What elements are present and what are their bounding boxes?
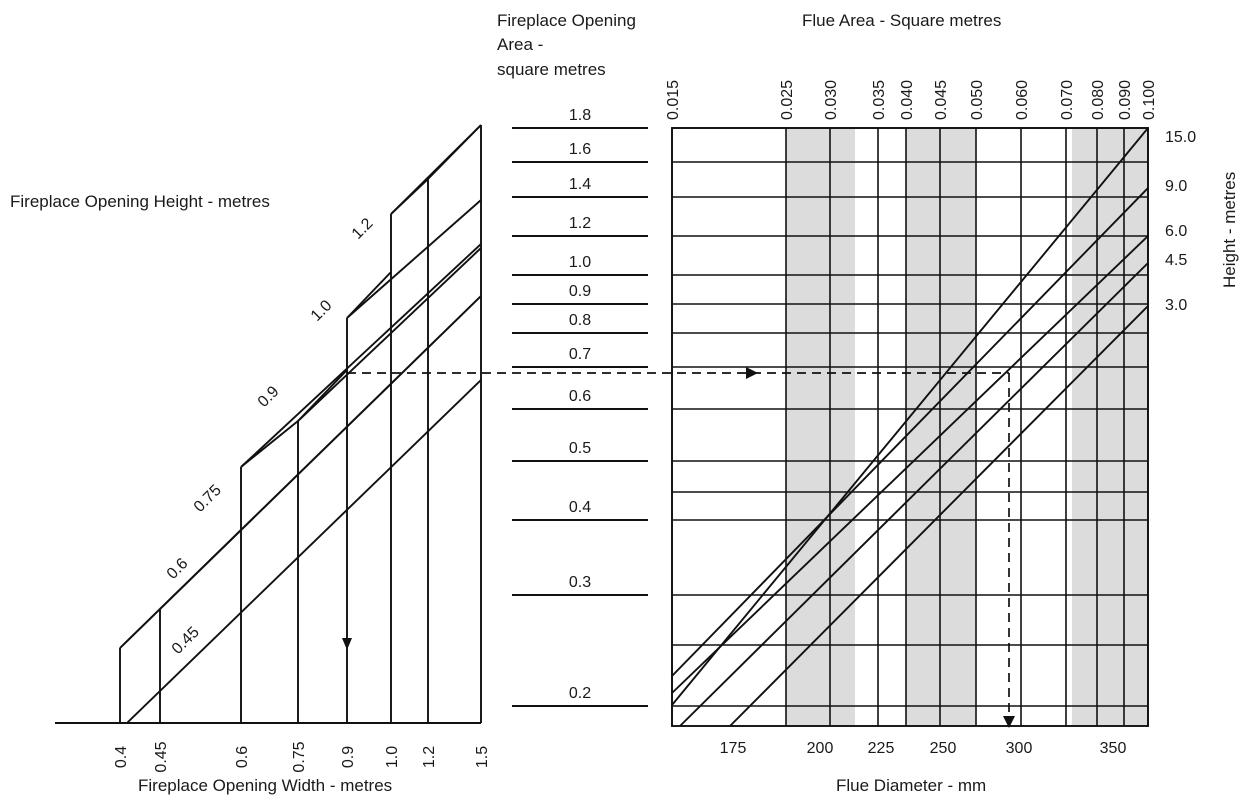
flue-area-ticks: 0.015 0.025 0.030 0.035 0.040 0.045 0.050 0.060… xyxy=(665,80,1158,120)
flue-area-tick-label: 0.015 xyxy=(665,80,682,120)
chimney-height-diagonal xyxy=(679,262,1149,727)
opening-height-label: 0.9 xyxy=(255,383,283,411)
boundary-step xyxy=(159,529,242,610)
flue-diameter-tick-label: 225 xyxy=(868,740,895,757)
opening-area-scale: 1.8 1.6 1.4 1.2 1.0 0.9 0.8 0.7 0.6 0.5 0.4 0.3 0.2 xyxy=(512,107,648,707)
example-down-arrow xyxy=(1003,716,1015,728)
chimney-height-diagonal xyxy=(671,187,1149,677)
opening-height-labels: 0.45 0.6 0.75 0.9 1.0 1.2 xyxy=(164,215,377,658)
worked-example-path xyxy=(342,367,1015,728)
example-up-arrow xyxy=(342,638,352,650)
boundary-step xyxy=(390,178,429,215)
flue-area-tick-label: 0.070 xyxy=(1059,80,1076,120)
opening-height-label: 0.6 xyxy=(164,555,192,583)
flue-area-tick-label: 0.100 xyxy=(1141,80,1158,120)
opening-size-grid xyxy=(55,124,482,724)
opening-area-label: 0.8 xyxy=(569,312,591,329)
opening-area-label: 1.8 xyxy=(569,107,591,124)
opening-height-label: 1.0 xyxy=(308,297,336,325)
opening-area-title-line1: Fireplace Opening xyxy=(497,11,636,30)
opening-width-tick-label: 0.9 xyxy=(340,746,357,768)
opening-area-title-line2: Area - xyxy=(497,35,543,54)
opening-height-label: 0.45 xyxy=(169,624,203,658)
flue-area-tick-label: 0.090 xyxy=(1117,80,1134,120)
height-diagonal xyxy=(126,379,482,724)
opening-width-tick-label: 0.6 xyxy=(234,746,251,768)
flue-diameter-band xyxy=(786,128,855,726)
height-diagonal xyxy=(240,243,482,468)
opening-width-tick-label: 0.75 xyxy=(291,741,308,772)
flue-area-tick-label: 0.060 xyxy=(1014,80,1031,120)
flue-area-tick-label: 0.045 xyxy=(933,80,950,120)
opening-width-tick-label: 0.4 xyxy=(113,746,130,768)
chimney-height-tick-label: 4.5 xyxy=(1165,252,1187,269)
chimney-height-tick-label: 6.0 xyxy=(1165,223,1187,240)
opening-width-tick-label: 1.5 xyxy=(474,746,491,768)
flue-diameter-band xyxy=(1072,128,1148,726)
boundary-step xyxy=(119,608,161,649)
flue-area-axis-label: Flue Area - Square metres xyxy=(802,11,1001,30)
opening-area-label: 1.6 xyxy=(569,141,591,158)
opening-area-title-line3: square metres xyxy=(497,60,606,79)
flue-diameter-tick-label: 175 xyxy=(720,740,747,757)
flue-diameter-tick-label: 250 xyxy=(930,740,957,757)
opening-width-tick-label: 0.45 xyxy=(153,741,170,772)
opening-area-label: 0.4 xyxy=(569,499,591,516)
boundary-step xyxy=(346,271,392,319)
example-right-arrow xyxy=(746,367,758,379)
height-diagonal xyxy=(297,247,482,422)
flue-area-tick-label: 0.040 xyxy=(899,80,916,120)
boundary-step xyxy=(427,124,482,180)
flue-diameter-band xyxy=(906,128,976,726)
flue-size-grid xyxy=(671,127,1149,727)
opening-area-label: 0.7 xyxy=(569,346,591,363)
chimney-height-diagonal xyxy=(671,235,1149,694)
opening-area-label: 1.0 xyxy=(569,254,591,271)
opening-area-label: 0.5 xyxy=(569,440,591,457)
opening-area-label: 1.2 xyxy=(569,215,591,232)
chimney-height-diagonal xyxy=(729,305,1149,727)
opening-area-label: 0.9 xyxy=(569,283,591,300)
boundary-step xyxy=(240,420,299,468)
flue-diameter-tick-label: 200 xyxy=(807,740,834,757)
flue-diameter-axis-label: Flue Diameter - mm xyxy=(836,776,986,795)
flue-area-tick-label: 0.050 xyxy=(969,80,986,120)
flue-diameter-tick-label: 300 xyxy=(1006,740,1033,757)
flue-area-tick-label: 0.025 xyxy=(779,80,796,120)
chimney-height-ticks: 15.0 9.0 6.0 4.5 3.0 xyxy=(1165,129,1196,314)
chimney-height-tick-label: 15.0 xyxy=(1165,129,1196,146)
opening-width-axis-label: Fireplace Opening Width - metres xyxy=(138,776,392,795)
flue-diameter-tick-label: 350 xyxy=(1100,740,1127,757)
flue-area-tick-label: 0.080 xyxy=(1090,80,1107,120)
opening-height-label: 1.2 xyxy=(349,215,377,243)
height-diagonal xyxy=(346,199,482,319)
opening-height-label: 0.75 xyxy=(191,482,225,516)
flue-area-tick-label: 0.035 xyxy=(871,80,888,120)
opening-width-tick-label: 1.2 xyxy=(421,746,438,768)
opening-width-tick-label: 1.0 xyxy=(384,746,401,768)
opening-area-label: 0.2 xyxy=(569,685,591,702)
opening-area-label: 0.3 xyxy=(569,574,591,591)
opening-area-label: 1.4 xyxy=(569,176,591,193)
chimney-height-tick-label: 3.0 xyxy=(1165,297,1187,314)
opening-height-axis-label: Fireplace Opening Height - metres xyxy=(10,192,270,211)
opening-area-label: 0.6 xyxy=(569,388,591,405)
chimney-height-diagonal xyxy=(671,127,1149,706)
flue-diameter-ticks: 175 200 225 250 300 350 xyxy=(720,740,1127,757)
boundary-step xyxy=(297,369,348,422)
chimney-height-axis-label: Height - metres xyxy=(1220,172,1239,288)
opening-width-ticks: 0.4 0.45 0.6 0.75 0.9 1.0 1.2 1.5 xyxy=(113,741,491,772)
flue-area-tick-label: 0.030 xyxy=(823,80,840,120)
chimney-height-tick-label: 9.0 xyxy=(1165,178,1187,195)
